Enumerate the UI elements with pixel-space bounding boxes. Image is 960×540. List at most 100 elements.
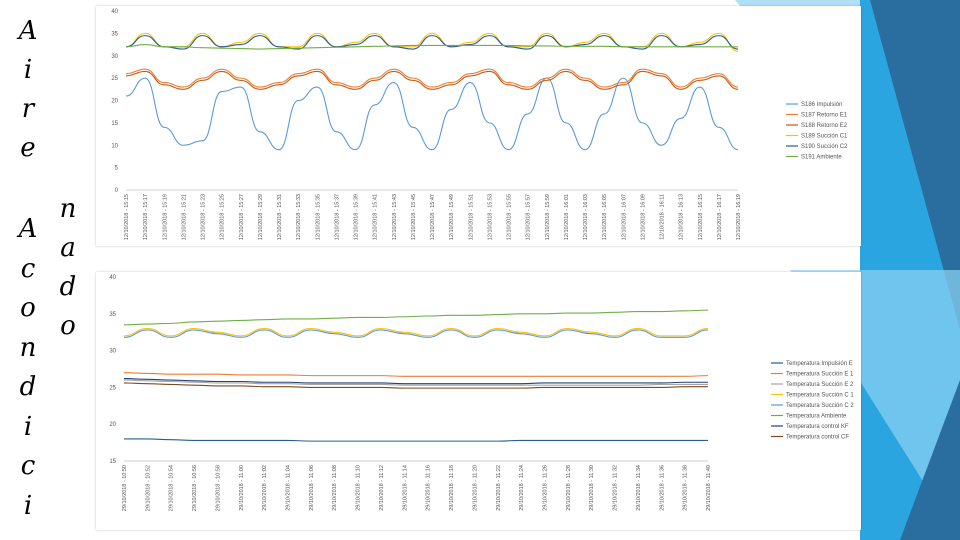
y-tick-label: 30: [111, 54, 118, 60]
x-tick-label: 12/10/2018 - 15:55: [507, 194, 513, 240]
x-tick-label: 29/10/2018 - 10:58: [215, 465, 221, 511]
x-tick-label: 12/10/2018 - 15:17: [143, 194, 149, 240]
x-tick-label: 29/10/2018 - 11:08: [332, 465, 338, 511]
x-tick-label: 29/10/2018 - 11:38: [683, 465, 689, 511]
y-tick-label: 35: [111, 31, 118, 37]
legend-entry: Temperatura Succión C 2: [786, 403, 854, 409]
series-line: [123, 378, 708, 385]
x-tick-label: 12/10/2018 - 15:19: [162, 194, 168, 240]
y-tick-label: 25: [109, 385, 116, 391]
x-tick-label: 29/10/2018 - 10:50: [122, 465, 128, 511]
x-tick-label: 12/10/2018 - 15:39: [354, 194, 360, 240]
x-tick-label: 29/10/2018 - 11:36: [659, 465, 665, 511]
x-tick-label: 29/10/2018 - 11:06: [309, 465, 315, 511]
x-tick-label: 12/10/2018 - 16:09: [640, 194, 646, 240]
legend-entry: S189 Succión C1: [801, 134, 848, 140]
chart-2-panel: 15 20 25 30 35 40 29/10/2018 - 10:50 29/10/2018…: [96, 272, 861, 530]
series-line: [125, 70, 739, 90]
chart-1-panel: 0 5 10 15 20 25 30 35 40 12/10/2018 - 15:15 12/10/…: [96, 6, 861, 246]
x-tick-label: 29/10/2018 - 10:54: [169, 465, 175, 511]
legend-entry: S191 Ambiente: [801, 155, 842, 161]
y-tick-label: 10: [111, 143, 118, 149]
x-tick-label: 12/10/2018 - 16:17: [717, 194, 723, 240]
series-line: [123, 438, 708, 442]
series-line: [123, 327, 709, 337]
x-tick-label: 12/10/2018 - 16:01: [564, 194, 570, 240]
title-letter: n: [59, 194, 77, 224]
x-tick-label: 12/10/2018 - 15:43: [392, 194, 398, 240]
x-tick-label: 29/10/2018 - 11:30: [589, 465, 595, 511]
y-tick-label: 15: [111, 121, 118, 127]
series-line: [125, 68, 739, 88]
y-tick-label: 40: [109, 275, 116, 281]
legend-entry: S188 Retorno E2: [801, 123, 848, 129]
x-tick-label: 29/10/2018 - 11:02: [262, 465, 268, 511]
y-tick-label: 35: [109, 312, 116, 318]
title-letter: i: [23, 411, 33, 442]
x-tick-label: 29/10/2018 - 11:26: [542, 465, 548, 511]
x-tick-label: 29/10/2018 - 10:56: [192, 465, 198, 511]
y-tick-label: 5: [115, 166, 119, 172]
x-tick-label: 12/10/2018 - 15:33: [296, 194, 302, 240]
deco-dark-strip: [870, 0, 960, 330]
title-letter: o: [20, 293, 36, 323]
legend-entry: S187 Retorno E1: [801, 113, 848, 119]
legend-entry: S190 Succión C2: [801, 144, 848, 150]
y-tick-label: 25: [111, 76, 118, 82]
title-letter: d: [19, 372, 37, 402]
x-tick-label: 12/10/2018 - 15:25: [220, 194, 226, 240]
x-tick-label: 12/10/2018 - 15:49: [449, 194, 455, 240]
title-letter: c: [20, 451, 36, 481]
y-tick-label: 20: [111, 99, 118, 105]
x-tick-label: 29/10/2018 - 11:12: [379, 465, 385, 511]
legend-entry: S186 Impulsión: [801, 102, 842, 108]
title-letter: n: [19, 332, 37, 363]
x-tick-label: 29/10/2018 - 11:14: [402, 465, 408, 511]
x-tick-label: 12/10/2018 - 15:35: [315, 194, 321, 240]
series-line: [123, 379, 708, 386]
y-tick-label: 0: [115, 188, 119, 194]
chart-1: 0 5 10 15 20 25 30 35 40 12/10/2018 - 15:15 12/10/…: [111, 9, 848, 240]
title-letter: a: [60, 233, 76, 263]
x-tick-label: 12/10/2018 - 15:45: [411, 194, 417, 240]
x-tick-label: 12/10/2018 - 15:41: [373, 194, 379, 240]
title-letter: c: [20, 253, 36, 284]
x-tick-label: 12/10/2018 - 16:05: [602, 194, 608, 240]
x-tick-label: 12/10/2018 - 16:19: [736, 194, 742, 240]
x-tick-label: 29/10/2018 - 11:20: [472, 465, 478, 511]
x-tick-label: 29/10/2018 - 11:10: [356, 465, 362, 511]
legend-entry: Temperatura Impulsión E: [786, 361, 853, 367]
y-tick-label: 30: [109, 349, 116, 355]
deco-bottom-dark: [900, 380, 960, 540]
x-tick-label: 29/10/2018 - 11:24: [519, 465, 525, 511]
title-letter: A: [18, 214, 38, 244]
x-tick-label: 12/10/2018 - 15:47: [430, 194, 436, 240]
series-line: [123, 382, 708, 389]
x-tick-label: 12/10/2018 - 15:23: [201, 194, 207, 240]
x-tick-label: 12/10/2018 - 15:27: [239, 194, 245, 240]
legend-entry: Temperatura Succión E 2: [786, 382, 854, 388]
x-tick-label: 29/10/2018 - 11:16: [426, 465, 432, 511]
title-letter: o: [60, 311, 76, 341]
x-tick-label: 12/10/2018 - 15:37: [334, 194, 340, 240]
series-line: [123, 309, 709, 326]
legend-entry: Temperatura Ambiente: [786, 414, 847, 420]
series-line: [125, 35, 739, 50]
x-tick-label: 12/10/2018 - 15:29: [258, 194, 264, 240]
x-tick-label: 12/10/2018 - 15:53: [487, 194, 493, 240]
x-tick-label: 12/10/2018 - 16:07: [621, 194, 627, 240]
y-tick-label: 40: [111, 9, 118, 15]
x-tick-label: 29/10/2018 - 11:28: [566, 465, 572, 511]
series-line: [123, 329, 709, 338]
legend-entry: Temperatura control CF: [786, 435, 849, 441]
x-tick-label: 29/10/2018 - 11:04: [286, 465, 292, 511]
x-tick-label: 29/10/2018 - 11:34: [636, 465, 642, 511]
x-tick-label: 29/10/2018 - 11:00: [239, 465, 245, 511]
y-tick-label: 15: [109, 459, 116, 465]
legend-entry: Temperatura control KF: [786, 424, 849, 430]
x-tick-label: 29/10/2018 - 11:18: [449, 465, 455, 511]
x-tick-label: 29/10/2018 - 10:52: [145, 465, 151, 511]
x-tick-label: 12/10/2018 - 15:21: [181, 194, 187, 240]
